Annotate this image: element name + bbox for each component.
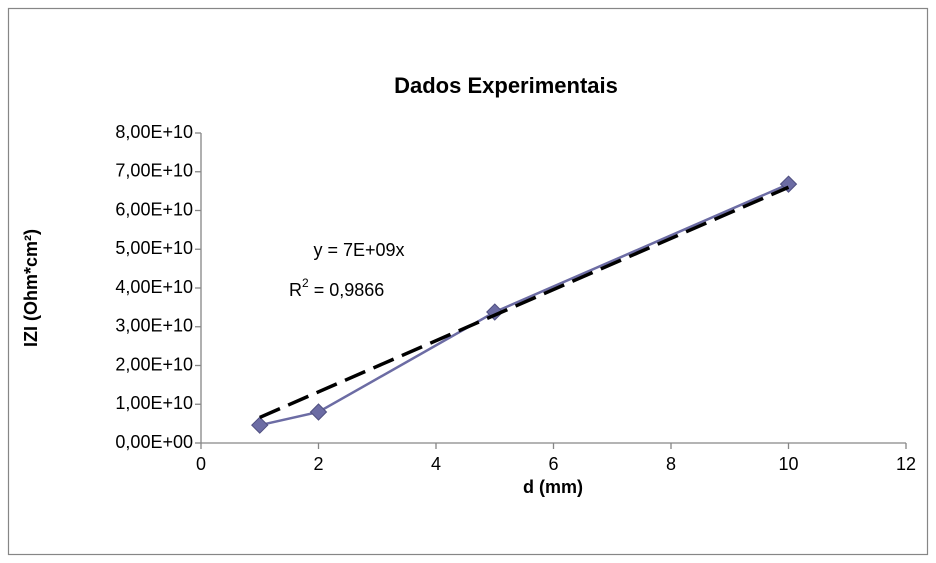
series-line: [259, 183, 789, 427]
y-tick-label: 8,00E+10: [115, 122, 193, 142]
data-point: [251, 416, 269, 434]
y-tick-label: 2,00E+10: [115, 354, 193, 374]
trendline-r2: R2 = 0,9866: [289, 276, 384, 300]
trendline-equation: y = 7E+09x: [313, 240, 404, 260]
r2-sup: 2: [302, 276, 309, 290]
x-axis-label: d (mm): [523, 477, 583, 497]
x-tick-label: 2: [313, 454, 323, 474]
y-tick-label: 0,00E+00: [115, 432, 193, 452]
data-point: [309, 403, 328, 421]
y-axis-label: IZI (Ohm*cm²): [21, 229, 41, 347]
r2-base: R: [289, 280, 302, 300]
x-tick-label: 4: [431, 454, 441, 474]
chart-title: Dados Experimentais: [394, 73, 618, 98]
y-tick-label: 1,00E+10: [115, 393, 193, 413]
x-tick-label: 6: [548, 454, 558, 474]
x-tick-label: 0: [196, 454, 206, 474]
chart-border: [7, 7, 929, 556]
y-tick-label: 7,00E+10: [115, 161, 193, 181]
y-tick-label: 3,00E+10: [115, 316, 193, 336]
y-tick-label: 4,00E+10: [115, 277, 193, 297]
x-tick-label: 8: [666, 454, 676, 474]
r2-rest: = 0,9866: [309, 280, 385, 300]
trendline: [259, 185, 790, 420]
y-tick-label: 6,00E+10: [115, 199, 193, 219]
y-tick-label: 5,00E+10: [115, 238, 193, 258]
x-tick-label: 12: [896, 454, 916, 474]
x-tick-label: 10: [778, 454, 798, 474]
